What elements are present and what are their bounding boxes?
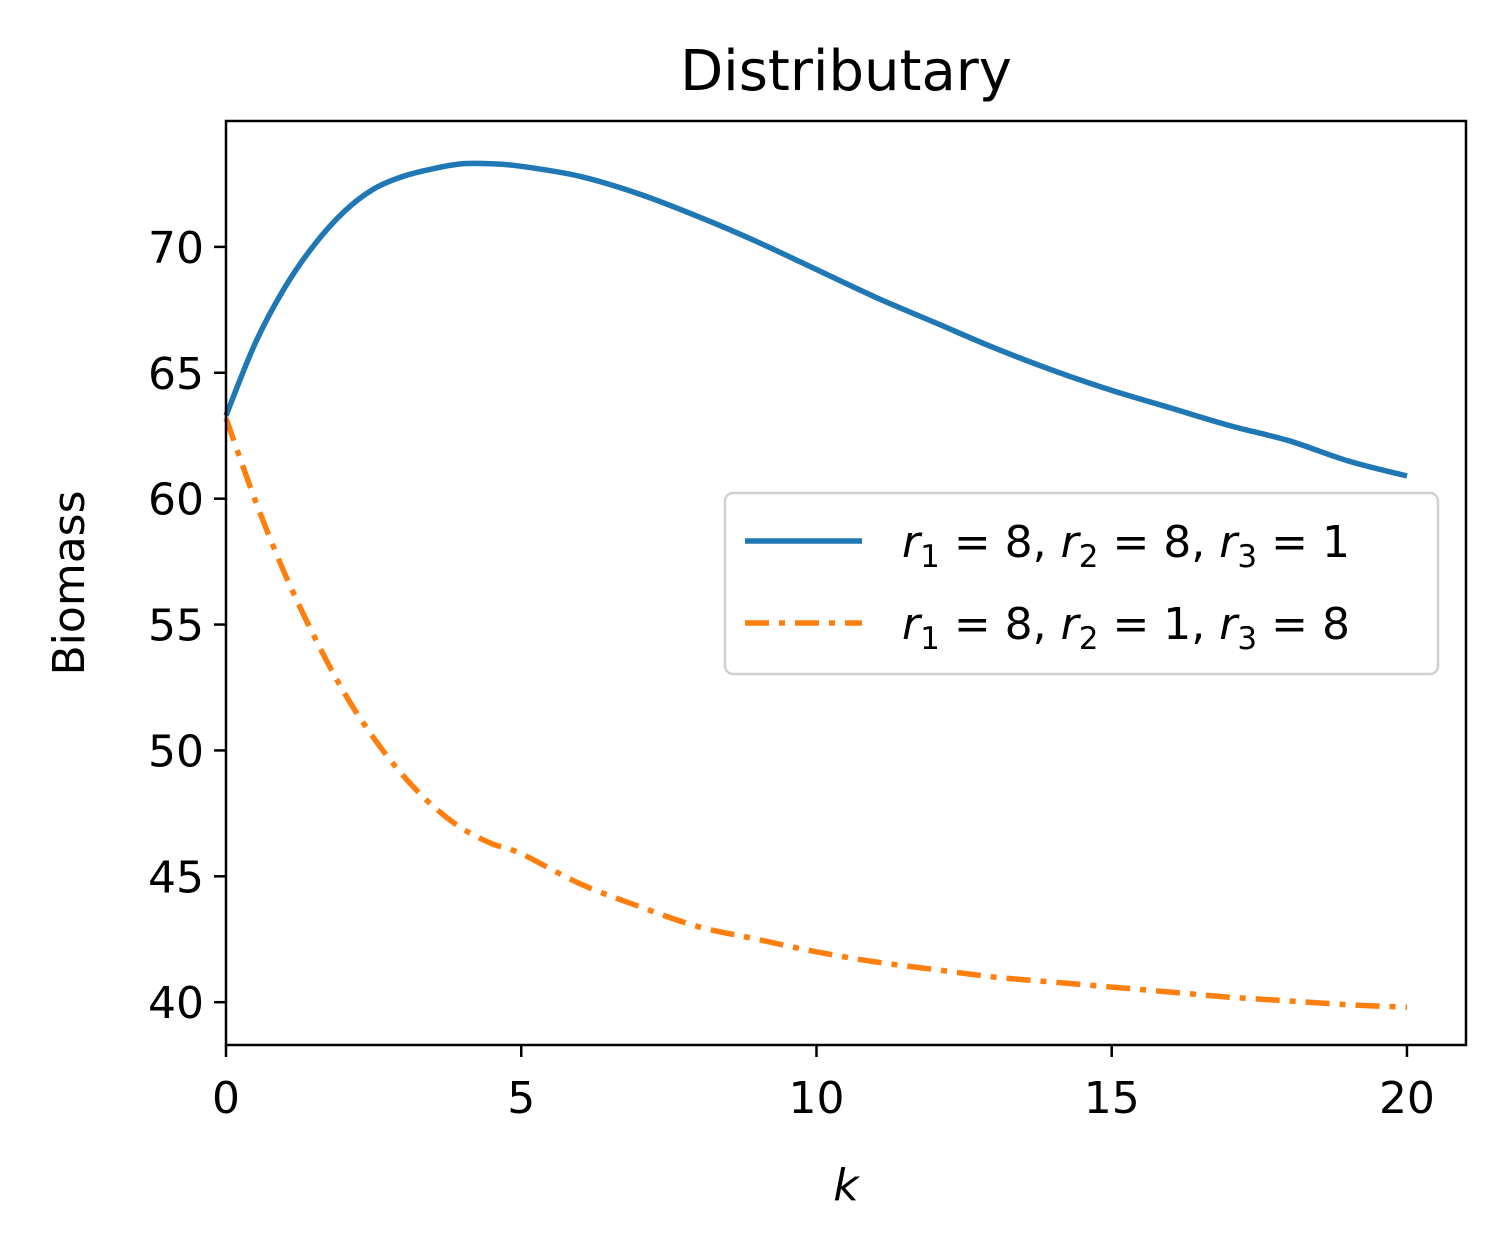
y-tick-label: 70 (148, 223, 204, 274)
legend-label-1: r1 = 8, r2 = 8, r3 = 1 (902, 517, 1350, 575)
y-tick-label: 40 (148, 978, 204, 1029)
chart-title: Distributary (680, 39, 1012, 104)
x-tick-label: 10 (788, 1073, 844, 1124)
y-axis-label: Biomass (44, 490, 95, 675)
legend: r1 = 8, r2 = 8, r3 = 1 r1 = 8, r2 = 1, r3… (723, 491, 1440, 676)
y-tick-label: 60 (148, 475, 204, 526)
plot-area (223, 160, 1408, 1010)
y-tick-label: 65 (148, 349, 204, 400)
y-tick-label: 55 (148, 601, 204, 652)
series-line-1 (223, 160, 1408, 479)
x-tick-label: 0 (212, 1073, 240, 1124)
x-tick-label: 15 (1084, 1073, 1140, 1124)
axes-frame (224, 119, 1468, 1047)
legend-label-2: r1 = 8, r2 = 1, r3 = 8 (902, 599, 1350, 657)
x-tick-label: 5 (507, 1073, 535, 1124)
y-tick-label: 50 (148, 726, 204, 777)
legend-box (723, 491, 1440, 676)
series-line-2 (223, 417, 1408, 1010)
x-tick-label: 20 (1379, 1073, 1435, 1124)
y-axis: 40 45 50 55 60 65 70 (148, 223, 226, 1029)
x-axis-label: k (833, 1160, 860, 1211)
x-axis: 0 5 10 15 20 (212, 1045, 1435, 1124)
y-tick-label: 45 (148, 852, 204, 903)
